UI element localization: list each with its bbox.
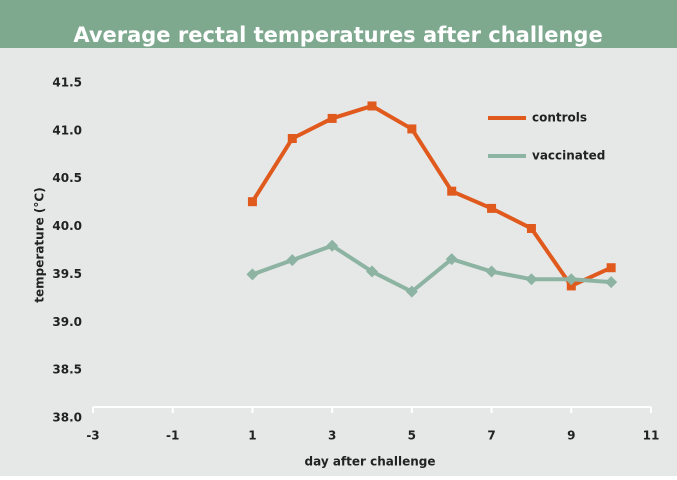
marker — [487, 203, 497, 213]
marker — [366, 265, 378, 278]
y-tick-label: 40.0 — [52, 219, 82, 233]
x-tick-label: 9 — [567, 429, 575, 443]
marker — [246, 268, 259, 281]
series-line — [251, 243, 612, 295]
marker — [447, 186, 457, 196]
y-tick-label: 41.5 — [52, 76, 82, 90]
marker — [485, 265, 498, 278]
y-tick-label: 40.5 — [52, 171, 82, 185]
x-tick-label: 3 — [328, 429, 336, 443]
y-tick-label: 39.5 — [52, 267, 82, 281]
marker — [367, 101, 377, 111]
y-tick-label: 38.5 — [52, 363, 82, 377]
chart-title: Average rectal temperatures after challe… — [73, 23, 602, 47]
marker — [605, 276, 618, 289]
marker — [526, 223, 536, 233]
y-tick-label: 39.0 — [52, 315, 82, 329]
marker — [286, 254, 299, 267]
marker — [445, 253, 458, 266]
marker — [287, 134, 297, 144]
x-tick-label: 11 — [643, 429, 660, 443]
x-tick-label: -1 — [166, 429, 179, 443]
marker — [525, 273, 538, 286]
x-tick-label: 1 — [248, 429, 256, 443]
marker — [327, 113, 337, 123]
x-tick-label: 7 — [487, 429, 495, 443]
y-axis-label: temperature (°C) — [33, 187, 47, 302]
marker — [247, 197, 257, 207]
marker — [566, 281, 576, 291]
y-tick-label: 38.0 — [52, 411, 82, 425]
legend-label: vaccinated — [532, 149, 605, 163]
legend-label: controls — [532, 111, 587, 125]
y-tick-label: 41.0 — [52, 123, 82, 137]
series-line — [250, 103, 612, 289]
title-band — [0, 0, 677, 48]
x-tick-label: 5 — [408, 429, 416, 443]
marker — [565, 273, 578, 286]
marker — [405, 285, 418, 298]
marker — [326, 239, 339, 252]
x-tick-label: -3 — [86, 429, 99, 443]
marker — [407, 124, 417, 134]
x-axis-label: day after challenge — [305, 455, 436, 469]
marker — [606, 263, 616, 273]
